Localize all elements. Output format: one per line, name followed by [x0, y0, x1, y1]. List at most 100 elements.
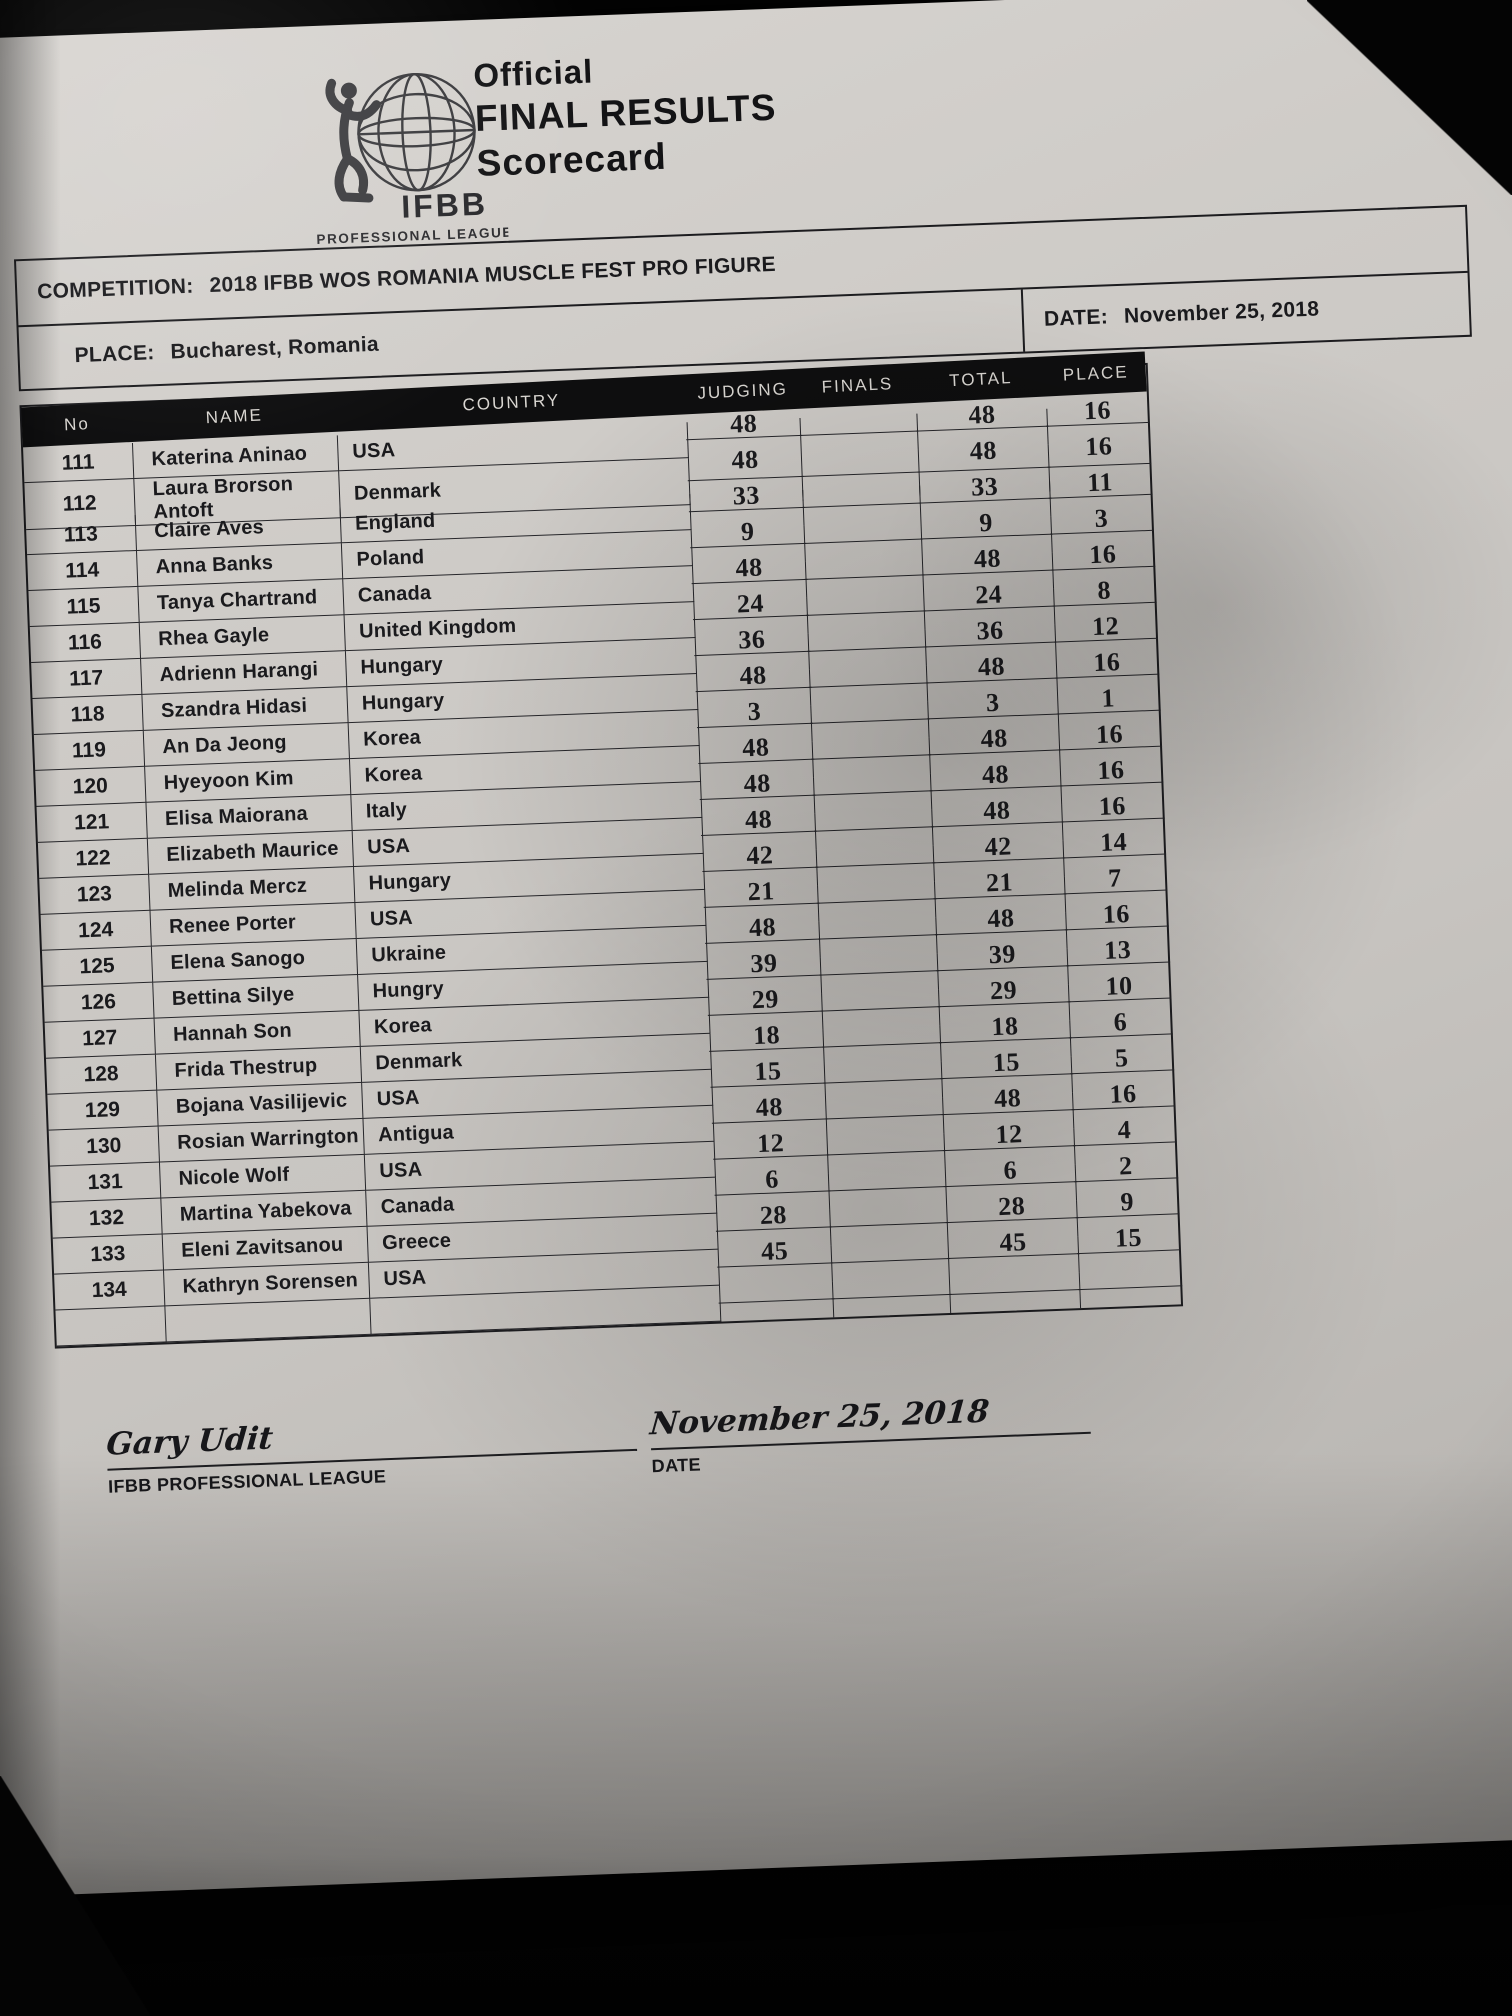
finals-value	[821, 957, 937, 961]
name-value: Hyeyoon Kim	[163, 767, 295, 795]
cell-finals	[811, 701, 930, 742]
name-value: Katerina Aninao	[151, 442, 308, 471]
header-cell-name: NAME	[205, 405, 264, 428]
judging-value: 48	[743, 768, 772, 799]
total-value: 48	[986, 903, 1015, 934]
place-value: 16	[1102, 898, 1131, 929]
no-value: 134	[91, 1277, 128, 1302]
judging-value: 45	[760, 1236, 789, 1267]
cell-finals	[818, 881, 937, 922]
header-cell-finals: FINALS	[821, 374, 894, 397]
name-value: Rhea Gayle	[157, 624, 270, 651]
country-value: Denmark	[374, 1049, 463, 1075]
cell-no: 126	[43, 982, 155, 1023]
no-value: 117	[68, 665, 104, 691]
cell-finals	[830, 1205, 949, 1246]
place-value: 16	[1098, 791, 1127, 822]
name-value: Elisa Maiorana	[164, 802, 309, 831]
cell-finals	[831, 1240, 950, 1282]
place-value: 16	[1083, 395, 1112, 426]
name-value: Claire Aves	[153, 516, 265, 543]
total-value: 48	[973, 543, 1002, 574]
country-value: Poland	[356, 546, 425, 571]
country-value: Greece	[381, 1229, 452, 1255]
judging-value: 28	[759, 1200, 788, 1231]
finals-value	[820, 921, 936, 925]
country-value: Ukraine	[370, 941, 447, 967]
finals-value	[811, 705, 927, 709]
cell-finals	[832, 1276, 952, 1318]
cell-finals	[826, 1097, 945, 1138]
place-value: 12	[1091, 611, 1120, 642]
header-cell-total: TOTAL	[948, 368, 1013, 391]
finals-value	[824, 1029, 940, 1033]
cell-no: 134	[54, 1270, 166, 1311]
name-value: Hannah Son	[172, 1019, 293, 1046]
cell-no: 120	[35, 766, 147, 807]
header-cell-no: No	[63, 414, 91, 435]
name-value: Tanya Chartrand	[156, 586, 318, 615]
judging-value: 42	[745, 840, 774, 871]
name-value: Nicole Wolf	[178, 1163, 290, 1190]
no-value: 112	[62, 491, 98, 516]
cell-finals	[807, 593, 926, 634]
judging-value: 48	[755, 1092, 784, 1123]
total-value: 48	[982, 795, 1011, 826]
finals-value	[828, 1137, 944, 1141]
finals-value	[805, 526, 921, 530]
place-value: 15	[1114, 1222, 1143, 1253]
judging-value: 36	[737, 624, 766, 655]
cell-no: 132	[51, 1198, 163, 1239]
cell-no: 121	[36, 802, 148, 843]
place-value: 6	[1113, 1007, 1128, 1037]
cell-finals	[828, 1169, 948, 1210]
finals-value	[815, 813, 931, 817]
cell-finals	[823, 1025, 942, 1066]
total-value: 28	[997, 1191, 1026, 1222]
name-value: Martina Yabekova	[179, 1197, 353, 1226]
finals-value	[803, 490, 919, 494]
place-value: 16	[1084, 431, 1113, 462]
judging-value: 21	[747, 876, 776, 907]
cell-no: 133	[52, 1234, 165, 1275]
cell-no: 128	[45, 1054, 158, 1095]
cell-judging: 45	[718, 1236, 833, 1286]
finals-value	[813, 741, 929, 745]
cell-finals	[804, 521, 923, 562]
cell-place: 15	[1078, 1223, 1179, 1272]
judging-value: 15	[753, 1056, 783, 1087]
no-value: 113	[63, 521, 99, 547]
cell-no: 116	[29, 622, 142, 663]
place-value: 9	[1119, 1187, 1135, 1217]
footer-date-text: November 25, 2018	[648, 1393, 991, 1443]
signature-block: Gary Udit IFBB PROFESSIONAL LEAGUE	[105, 1407, 638, 1498]
name-value: Eleni Zavitsanou	[180, 1233, 344, 1262]
finals-value	[817, 849, 933, 853]
cell-finals	[819, 917, 938, 958]
total-value: 42	[984, 831, 1013, 862]
cell-finals	[827, 1133, 946, 1174]
cell-no: 129	[47, 1090, 159, 1131]
judging-value: 6	[764, 1164, 780, 1194]
cell-no: 117	[31, 658, 143, 699]
page-content: IFBB PROFESSIONAL LEAGUE Official FINAL …	[0, 0, 1512, 1896]
name-value: Elena Sanogo	[170, 946, 306, 974]
name-value: Renee Porter	[168, 911, 297, 939]
finals-value	[830, 1209, 946, 1213]
total-value: 9	[978, 507, 994, 538]
no-value: 129	[84, 1097, 121, 1122]
judging-value: 39	[749, 948, 778, 979]
total-value: 33	[970, 471, 999, 502]
no-value: 118	[70, 701, 105, 727]
country-value: Denmark	[353, 479, 442, 505]
place-label: PLACE:	[74, 341, 155, 368]
cell-no: 127	[44, 1018, 156, 1059]
no-value: 123	[76, 881, 113, 906]
cell-finals	[803, 485, 922, 526]
cell-no: 131	[50, 1162, 162, 1203]
total-value: 3	[985, 687, 1001, 718]
finals-value	[826, 1101, 942, 1105]
place-value: 8	[1096, 575, 1112, 605]
total-value: 48	[967, 399, 997, 430]
